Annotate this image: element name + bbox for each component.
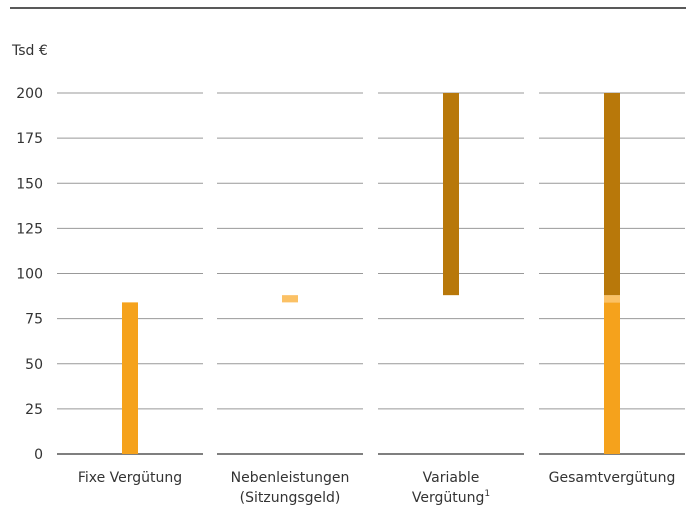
y-tick-label: 200 xyxy=(16,86,43,102)
bar-segment xyxy=(604,295,620,303)
x-axis-category-labels: Fixe Vergütung Nebenleistungen (Sitzungsge… xyxy=(78,470,676,506)
bar-segment xyxy=(282,295,298,303)
y-tick-label: 175 xyxy=(16,131,43,147)
gridlines xyxy=(57,92,685,455)
x-category-label: Fixe Vergütung xyxy=(78,470,182,486)
y-axis-tick-labels: 0 25 50 75 100 125 150 175 200 xyxy=(16,86,43,463)
x-category-label: Variable Vergütung1 xyxy=(412,470,490,506)
y-tick-label: 150 xyxy=(16,176,43,192)
y-tick-label: 50 xyxy=(25,357,43,373)
bar-segment xyxy=(443,93,459,296)
bar-segment xyxy=(122,302,138,454)
y-unit-label: Tsd € xyxy=(11,43,48,59)
bar-segment xyxy=(604,93,620,296)
y-tick-label: 75 xyxy=(25,312,43,328)
y-tick-label: 25 xyxy=(25,402,43,418)
x-category-label: Gesamtvergütung xyxy=(549,470,676,486)
y-tick-label: 100 xyxy=(16,267,43,283)
y-tick-label: 125 xyxy=(16,221,43,237)
y-tick-label: 0 xyxy=(34,447,43,463)
bar-segments xyxy=(122,93,620,454)
x-category-label: Nebenleistungen (Sitzungsgeld) xyxy=(231,470,350,506)
bar-segment xyxy=(604,302,620,454)
